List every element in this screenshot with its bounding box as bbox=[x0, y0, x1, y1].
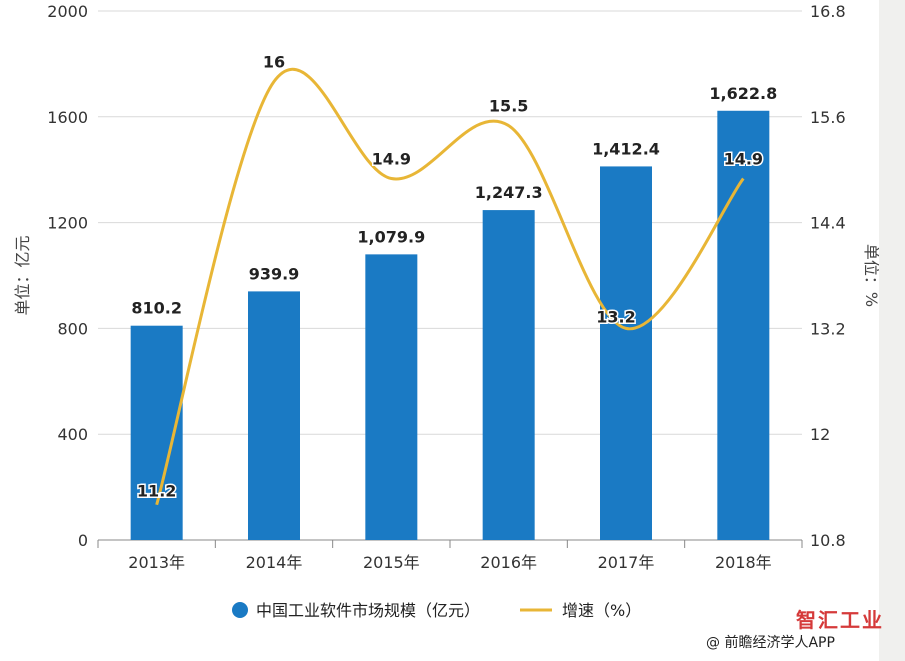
line-value-label: 16 bbox=[263, 53, 285, 72]
x-tick-label: 2017年 bbox=[598, 553, 655, 572]
grid-lines bbox=[97, 10, 803, 548]
bar-value-label: 810.2 bbox=[131, 299, 182, 318]
line-value-label: 11.2 bbox=[137, 482, 176, 501]
y-left-tick-label: 1200 bbox=[47, 214, 88, 233]
bar bbox=[717, 110, 770, 540]
y-right-tick-label: 16.8 bbox=[810, 2, 846, 21]
y-right-axis-title: 单位：% bbox=[862, 244, 881, 307]
bar-value-label: 939.9 bbox=[249, 264, 300, 283]
y-left-tick-label: 1600 bbox=[47, 108, 88, 127]
legend: 中国工业软件市场规模（亿元） 增速（%） bbox=[232, 601, 641, 620]
bar bbox=[482, 210, 535, 540]
y-left-tick-label: 800 bbox=[57, 319, 88, 338]
legend-bar-swatch bbox=[232, 602, 248, 618]
bar-data-labels: 810.2 939.9 1,079.9 1,247.3 1,412.4 1,622.8 bbox=[130, 82, 779, 319]
bar bbox=[365, 254, 418, 540]
x-tick-label: 2015年 bbox=[363, 553, 420, 572]
x-tick-label: 2016年 bbox=[480, 553, 537, 572]
y-left-tick-label: 2000 bbox=[47, 2, 88, 21]
legend-line-label: 增速（%） bbox=[562, 601, 641, 620]
y-left-tick-label: 400 bbox=[57, 425, 88, 444]
x-tick-label: 2013年 bbox=[128, 553, 185, 572]
bar bbox=[248, 291, 300, 540]
legend-bar-label: 中国工业软件市场规模（亿元） bbox=[256, 601, 480, 620]
line-value-label: 14.9 bbox=[724, 150, 763, 169]
bar-value-label: 1,622.8 bbox=[709, 84, 777, 103]
y-right-tick-label: 13.2 bbox=[810, 319, 846, 338]
bar-value-label: 1,247.3 bbox=[475, 183, 543, 202]
bar-series bbox=[130, 110, 770, 540]
line-value-label: 13.2 bbox=[596, 307, 635, 326]
source-credit: @ 前瞻经济学人APP bbox=[706, 635, 835, 651]
bar-value-label: 1,079.9 bbox=[357, 227, 425, 246]
growth-line bbox=[155, 68, 745, 506]
line-value-label: 15.5 bbox=[489, 97, 528, 116]
x-tick-label: 2014年 bbox=[246, 553, 303, 572]
right-margin-strip bbox=[879, 0, 905, 661]
y-right-tick-label: 15.6 bbox=[810, 108, 846, 127]
y-left-tick-label: 0 bbox=[78, 531, 88, 550]
y-right-tick-label: 14.4 bbox=[810, 214, 846, 233]
axes: 0 400 800 1200 1600 2000 10.8 12 13.2 14.4 15.6 16.… bbox=[13, 2, 881, 572]
x-tick-label: 2018年 bbox=[715, 553, 772, 572]
line-data-labels: 11.2 16 14.9 15.5 13.2 14.9 bbox=[135, 51, 764, 502]
y-right-tick-label: 12 bbox=[810, 425, 830, 444]
bar bbox=[600, 166, 652, 540]
y-right-tick-label: 10.8 bbox=[810, 531, 846, 550]
line-value-label: 14.9 bbox=[372, 150, 411, 169]
line-series bbox=[155, 68, 745, 506]
y-left-axis-title: 单位：亿元 bbox=[13, 235, 32, 315]
bar-value-label: 1,412.4 bbox=[592, 139, 660, 158]
brand-logo-text: 智汇工业 bbox=[796, 608, 884, 632]
